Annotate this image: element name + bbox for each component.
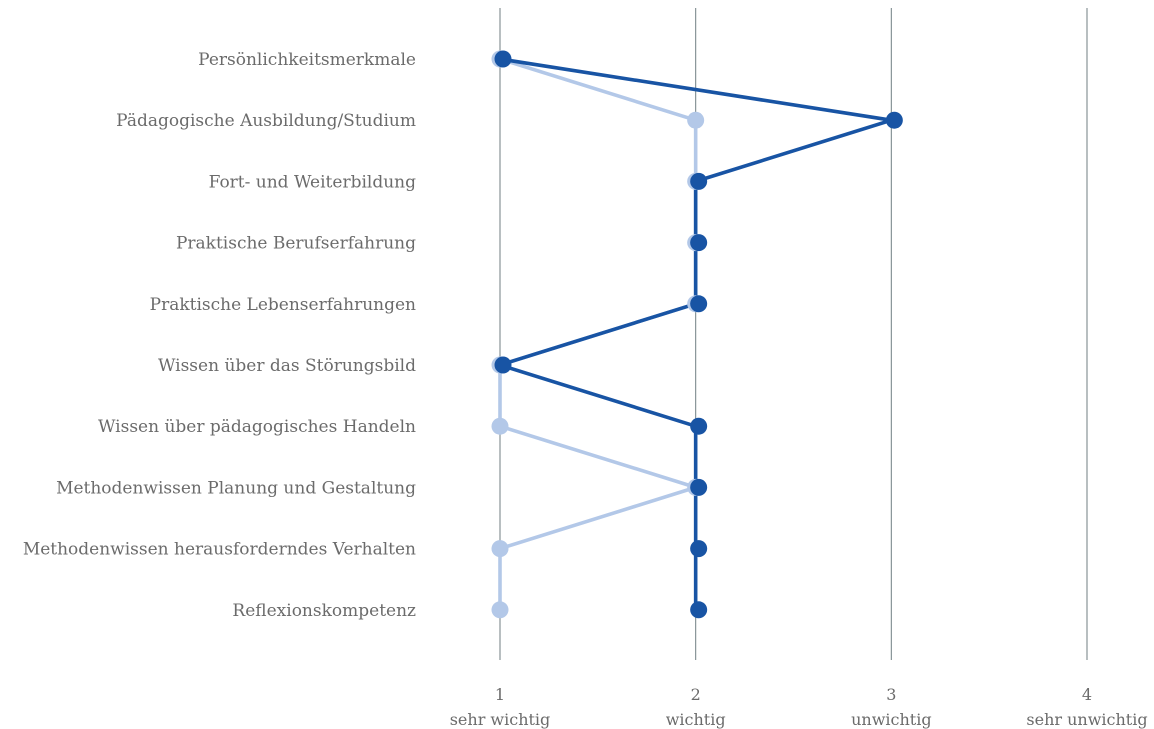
x-tick-number: 1 <box>495 685 505 704</box>
category-label: Praktische Lebenserfahrungen <box>150 295 416 315</box>
data-point <box>491 417 509 435</box>
category-label: Pädagogische Ausbildung/Studium <box>116 111 416 131</box>
data-point <box>690 540 708 558</box>
x-tick-label: sehr unwichtig <box>1026 710 1147 729</box>
data-point <box>494 50 512 68</box>
data-point <box>690 295 708 313</box>
data-point <box>491 540 509 558</box>
series-lines <box>498 57 894 612</box>
category-label: Persönlichkeitsmerkmale <box>198 50 416 70</box>
x-tick-label: wichtig <box>666 710 726 729</box>
data-point <box>690 417 708 435</box>
category-label: Methodenwissen Planung und Gestaltung <box>56 478 416 498</box>
x-tick-label: unwichtig <box>851 710 931 729</box>
x-tick-number: 3 <box>886 685 896 704</box>
category-label: Wissen über das Störungsbild <box>158 356 416 376</box>
data-point <box>690 234 708 252</box>
x-tick-label: sehr wichtig <box>450 710 551 729</box>
data-point <box>687 111 705 129</box>
category-label: Fort- und Weiterbildung <box>209 172 417 192</box>
data-point <box>690 172 708 190</box>
data-point <box>885 111 903 129</box>
x-tick-number: 4 <box>1082 685 1092 704</box>
category-label: Reflexionskompetenz <box>232 601 416 621</box>
data-point <box>491 601 509 619</box>
category-label: Wissen über pädagogisches Handeln <box>98 417 416 437</box>
series-points <box>491 50 903 619</box>
data-point <box>690 601 708 619</box>
category-label: Methodenwissen herausforderndes Verhalte… <box>23 540 416 560</box>
series-line <box>498 57 894 612</box>
x-axis-tick-labels: 1 sehr wichtig 2 wichtig 3 unwichtig 4 sehr unw… <box>450 685 1148 729</box>
x-tick-number: 2 <box>691 685 701 704</box>
category-label: Praktische Berufserfahrung <box>176 234 416 254</box>
data-point <box>690 478 708 496</box>
category-labels: Persönlichkeitsmerkmale Pädagogische Ausb… <box>23 50 416 621</box>
data-point <box>494 356 512 374</box>
